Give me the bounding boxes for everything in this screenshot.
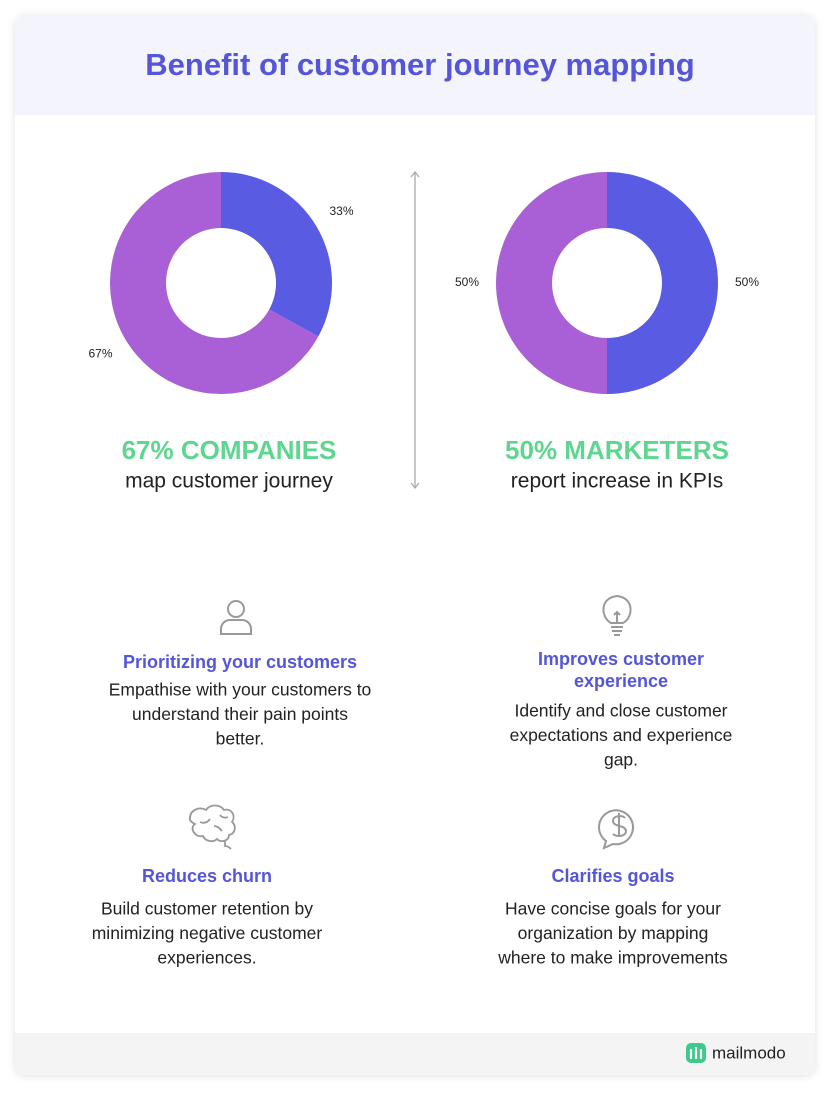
stat-caption: report increase in KPIs [511,470,723,493]
feature-description: Have concise goals for your [505,899,721,919]
bulb-icon [602,594,632,636]
feature-description: gap. [604,750,638,770]
feature-description: Empathise with your customers to [109,680,372,700]
value-label: 67% [88,346,112,360]
feature-title: Prioritizing your customers [123,652,357,672]
title: Benefit of customer journey mapping [145,47,694,82]
header-band [15,15,815,115]
value-label: 50% [735,275,759,289]
donut-segment [607,172,718,394]
feature-title: Improves customer [538,649,704,669]
value-label: 50% [455,275,479,289]
feature-title: experience [574,671,668,691]
feature-description: experiences. [157,948,256,968]
feature-description: organization by mapping [518,923,709,943]
stat-headline: 50% MARKETERS [505,435,729,465]
footer-band [15,1033,815,1075]
dollar-icon [598,809,634,850]
feature-description: better. [216,729,265,749]
donut-segment [221,172,332,337]
feature-title: Reduces churn [142,866,272,886]
stat-caption: map customer journey [125,470,333,493]
feature-title: Clarifies goals [551,866,674,886]
brand-logo: mailmodo [686,1043,786,1063]
brain-icon [188,804,236,850]
feature-description: minimizing negative customer [92,923,323,943]
donut-segment [110,172,319,395]
feature-description: Build customer retention by [101,899,313,919]
brand-name: mailmodo [712,1043,786,1062]
feature-description: where to make improvements [497,948,728,968]
divider-arrow [410,170,420,490]
feature-description: Identify and close customer [514,701,727,721]
donut-segment [496,172,607,394]
feature-description: understand their pain points [132,704,348,724]
value-label: 33% [329,204,353,218]
person-icon [220,600,252,635]
feature-description: expectations and experience [510,725,733,745]
stat-headline: 67% COMPANIES [122,435,337,465]
